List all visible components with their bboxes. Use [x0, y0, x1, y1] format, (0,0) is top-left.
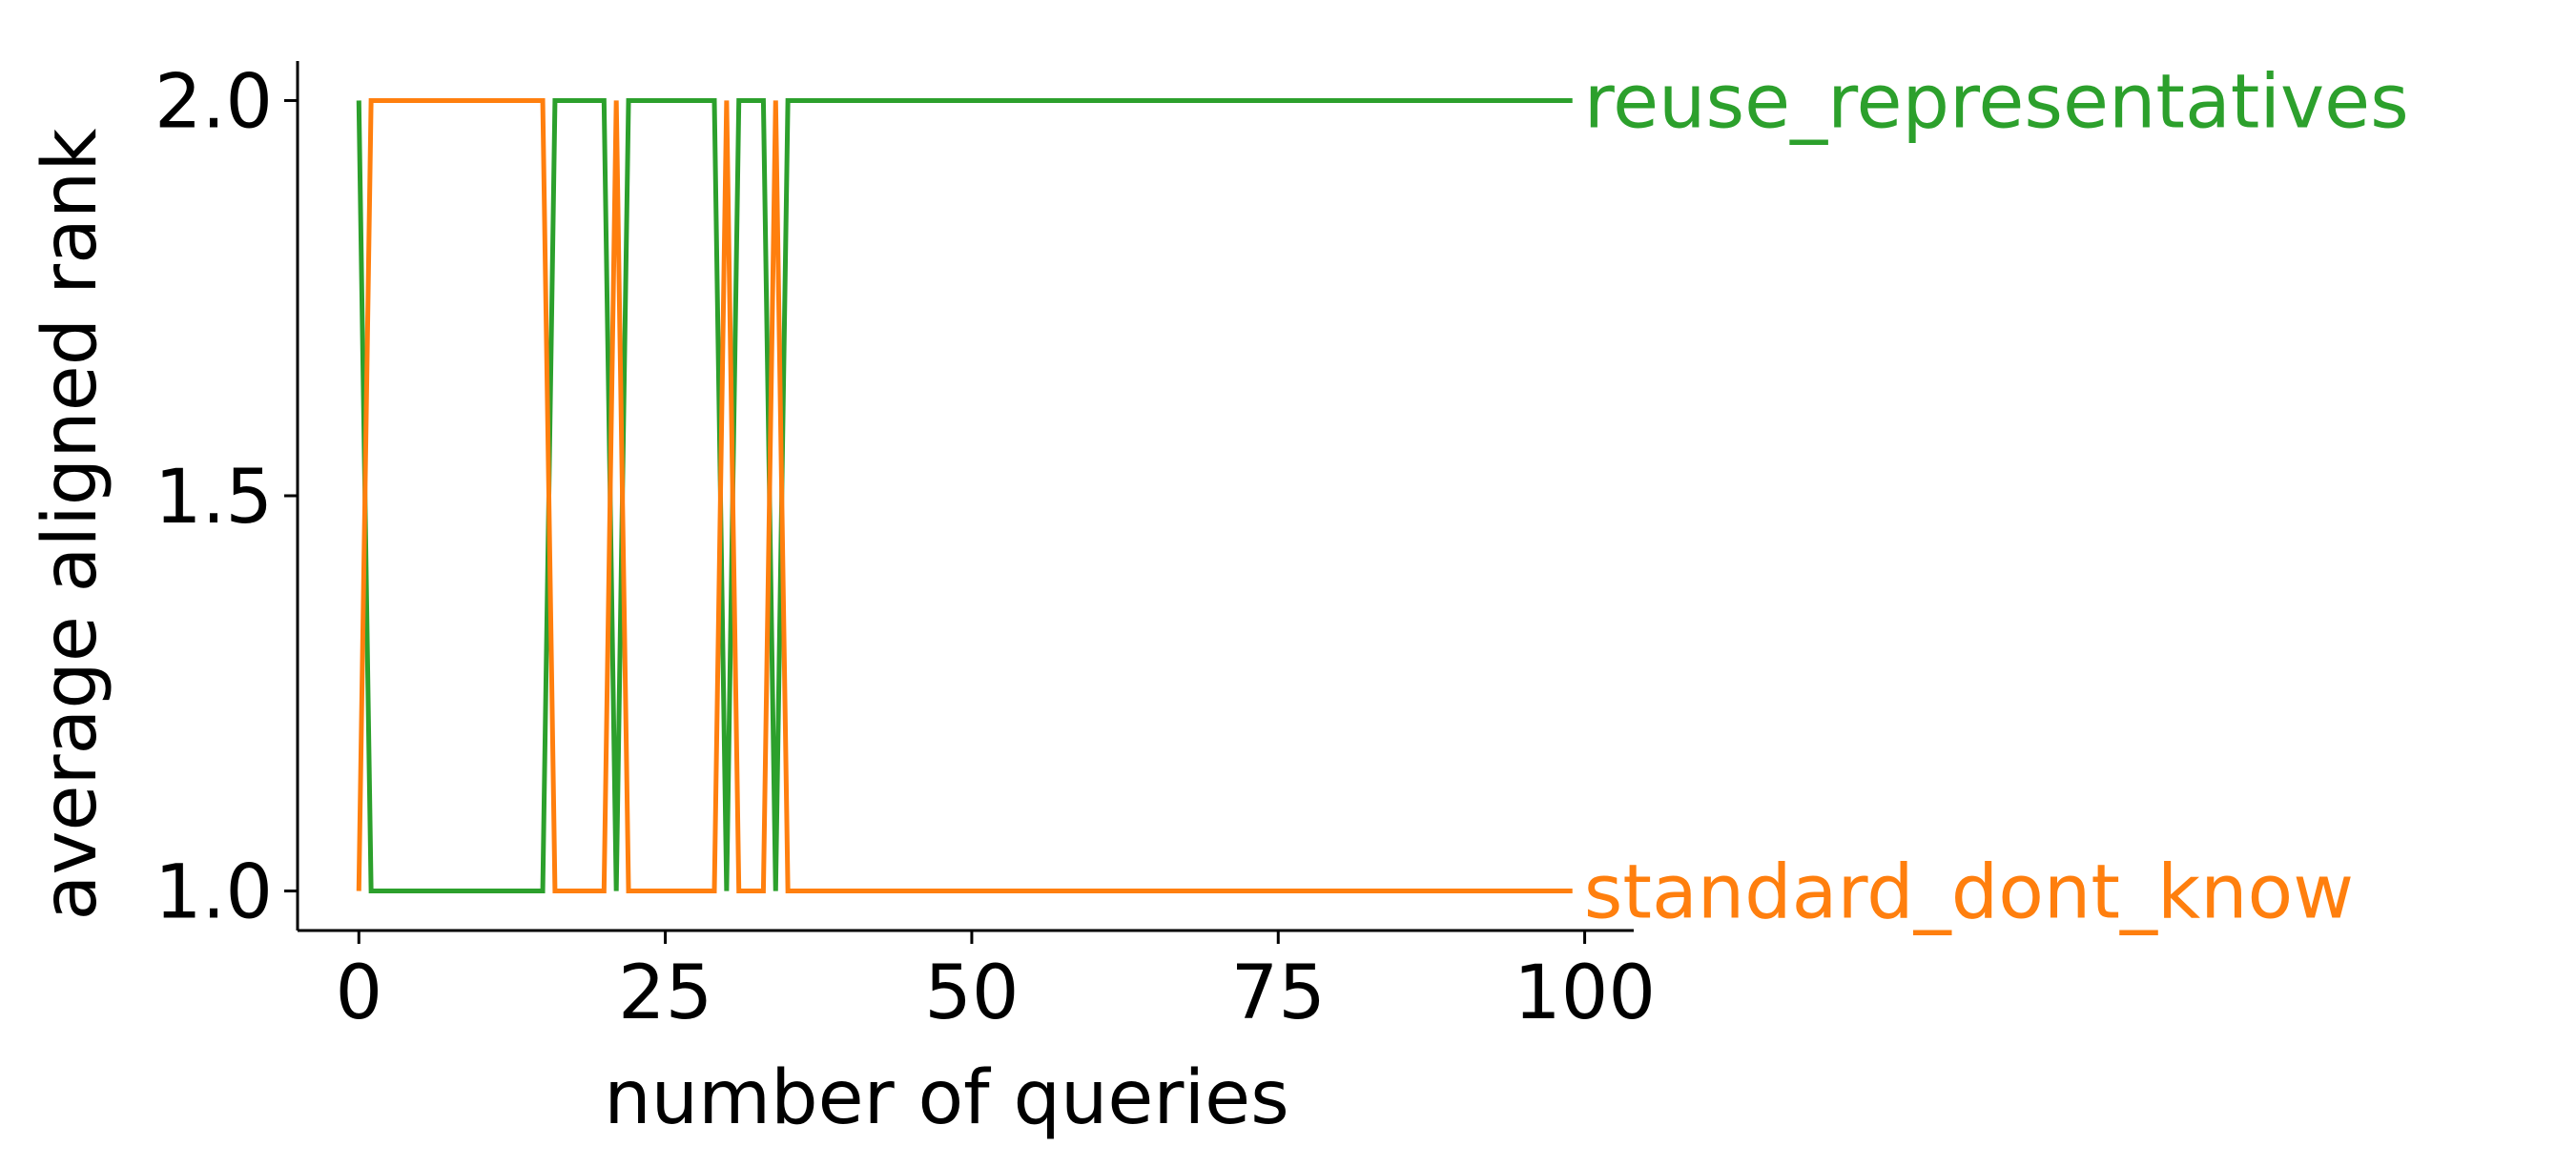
y-tick-label: 1.0	[155, 850, 273, 936]
y-tick-label: 1.5	[155, 455, 273, 541]
y-ticks: 1.0 1.5 2.0	[155, 59, 298, 936]
y-tick-label: 2.0	[155, 59, 273, 145]
x-axis-label: number of queries	[604, 1055, 1289, 1141]
series-line-standard_dont_know	[356, 97, 1573, 894]
x-tick-label: 75	[1231, 951, 1326, 1036]
x-tick-label: 0	[335, 951, 382, 1036]
x-tick-label: 50	[924, 951, 1019, 1036]
series: reuse_representatives standard_dont_know	[356, 59, 2409, 936]
x-ticks: 0 25 50 75 100	[335, 931, 1656, 1036]
x-tick-label: 25	[618, 951, 712, 1036]
axes: 0 25 50 75 100 1.0 1.5 2.0	[155, 59, 1656, 1036]
y-axis-label: average aligned rank	[28, 129, 113, 921]
x-tick-label: 100	[1514, 951, 1656, 1036]
series-label-standard_dont_know: standard_dont_know	[1584, 850, 2354, 936]
series-label-reuse_representatives: reuse_representatives	[1584, 59, 2409, 145]
series-line-reuse_representatives	[356, 97, 1573, 894]
